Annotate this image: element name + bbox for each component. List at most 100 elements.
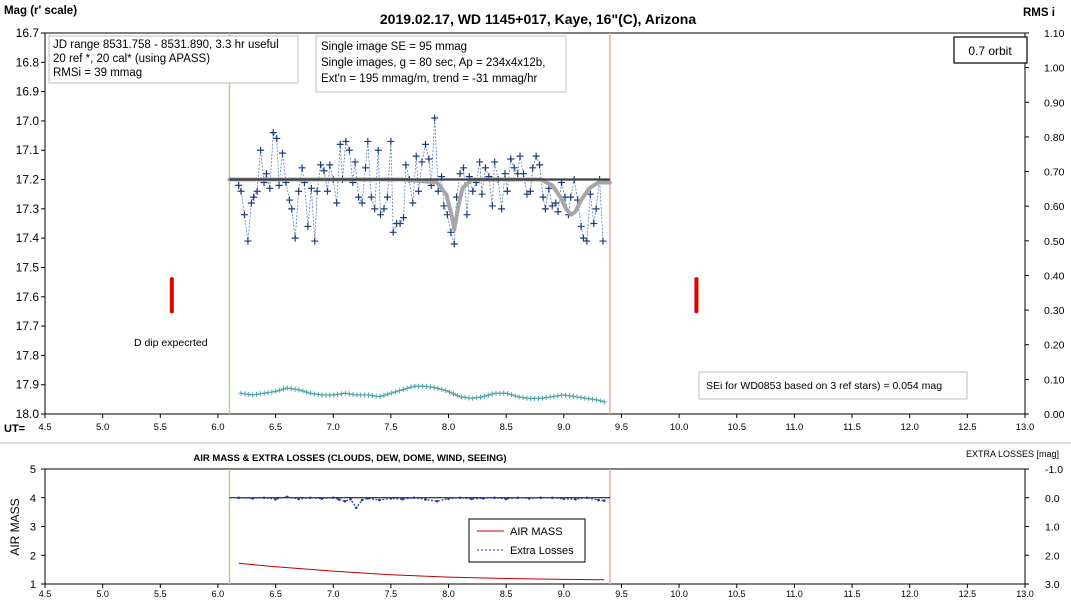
rms-point xyxy=(385,392,390,397)
extra-losses-point xyxy=(459,496,462,499)
extra-losses-point xyxy=(551,496,554,499)
data-point xyxy=(286,197,293,204)
x-tick-label: 10.5 xyxy=(728,589,746,599)
y2-tick-label: 0.70 xyxy=(1044,167,1065,179)
legend: AIR MASS Extra Losses xyxy=(469,519,585,562)
rms-point xyxy=(304,390,309,395)
extra-losses-point xyxy=(343,500,346,503)
data-point xyxy=(368,194,375,201)
x-tick-label: 8.0 xyxy=(442,422,455,433)
data-point xyxy=(299,164,306,171)
rms-point xyxy=(517,394,522,399)
data-point xyxy=(555,208,562,215)
rms-point xyxy=(555,393,560,398)
data-point xyxy=(380,205,387,212)
rms-point xyxy=(393,389,398,394)
y-tick-label: 17.9 xyxy=(16,378,40,392)
y2-tick-label: 2.0 xyxy=(1045,550,1060,562)
y2-axis-label: EXTRA LOSSES [mag] xyxy=(966,449,1059,459)
data-point xyxy=(304,223,311,230)
x-tick-label: 9.5 xyxy=(615,589,628,599)
rms-point xyxy=(262,391,267,396)
info-line: Single images, g = 80 sec, Ap = 234x4x12… xyxy=(321,57,545,69)
orbit-label: 0.7 orbit xyxy=(968,44,1012,58)
data-point xyxy=(371,205,378,212)
y-tick-label: 2 xyxy=(30,550,36,562)
rms-point xyxy=(474,395,479,400)
data-point xyxy=(384,194,391,201)
data-point xyxy=(529,164,536,171)
rms-point xyxy=(544,395,549,400)
data-point xyxy=(355,194,362,201)
extra-losses-point xyxy=(349,498,352,501)
x-tick-label: 7.0 xyxy=(327,589,340,599)
rms-point xyxy=(312,391,317,396)
data-point xyxy=(266,185,273,192)
data-point xyxy=(321,167,328,174)
airmass-line xyxy=(239,563,605,579)
rms-point xyxy=(439,387,444,392)
chart-title: 2019.02.17, WD 1145+017, Kaye, 16"(C), A… xyxy=(380,11,696,27)
airmass-chart: AIR MASS & EXTRA LOSSES (CLOUDS, DEW, DO… xyxy=(8,449,1063,599)
x-tick-label: 5.0 xyxy=(96,589,109,599)
y2-tick-label: 0.0 xyxy=(1045,493,1060,505)
extra-losses-point xyxy=(424,498,427,501)
extra-losses-point xyxy=(574,498,577,501)
rms-point xyxy=(378,394,383,399)
data-point xyxy=(359,199,366,206)
x-tick-label: 9.5 xyxy=(615,422,628,433)
x-tick-label: 11.0 xyxy=(786,589,803,599)
rms-point xyxy=(594,397,599,402)
x-tick-label: 6.5 xyxy=(269,422,282,433)
light-curve-chart: 2019.02.17, WD 1145+017, Kaye, 16"(C), A… xyxy=(4,5,1065,435)
extra-losses-point xyxy=(367,497,370,500)
x-tick-label: 11.5 xyxy=(844,589,861,599)
rms-point xyxy=(331,392,336,397)
x-tick-label: 12.0 xyxy=(900,422,919,433)
extra-losses-point xyxy=(505,498,508,501)
rms-point xyxy=(428,385,433,390)
y2-tick-label: 0.20 xyxy=(1044,340,1065,352)
rms-point xyxy=(347,391,352,396)
x-tick-label: 13.0 xyxy=(1016,589,1034,599)
y2-axis-label: RMS i xyxy=(1023,7,1055,19)
extra-losses-point xyxy=(413,496,416,499)
y-axis-label: AIR MASS xyxy=(8,498,22,555)
extra-losses-point xyxy=(237,496,240,499)
data-point xyxy=(457,170,464,177)
data-point xyxy=(431,114,438,121)
rms-point xyxy=(370,393,375,398)
data-point xyxy=(511,164,518,171)
rms-point xyxy=(366,393,371,398)
x-tick-label: 11.0 xyxy=(786,422,804,433)
rms-point xyxy=(575,394,580,399)
x-tick-label: 10.5 xyxy=(728,422,747,433)
y-axis-ticks: 16.716.816.917.017.117.217.317.417.517.6… xyxy=(16,26,45,421)
rms-point xyxy=(590,397,595,402)
extra-losses-point xyxy=(286,496,289,499)
x-tick-label: 7.5 xyxy=(384,422,397,433)
data-point xyxy=(241,211,248,218)
data-point xyxy=(533,153,540,160)
data-point xyxy=(520,170,527,177)
rms-point xyxy=(521,395,526,400)
y2-tick-label: 0.50 xyxy=(1044,236,1065,248)
data-point xyxy=(270,129,277,136)
x-tick-label: 9.0 xyxy=(558,589,571,599)
y-tick-label: 17.7 xyxy=(16,319,40,333)
legend-label-airmass: AIR MASS xyxy=(510,526,563,538)
extra-losses-point xyxy=(378,499,381,502)
rms-point xyxy=(250,392,255,397)
rms-point xyxy=(242,391,247,396)
x-tick-label: 5.5 xyxy=(154,422,167,433)
extra-losses-point xyxy=(597,499,600,502)
rms-point xyxy=(513,393,518,398)
extra-losses-point xyxy=(482,497,485,500)
data-point xyxy=(478,191,485,198)
y-tick-label: 3 xyxy=(30,522,36,534)
y-tick-label: 16.9 xyxy=(16,85,40,99)
data-point xyxy=(402,161,409,168)
data-point xyxy=(279,150,286,157)
rms-points xyxy=(239,384,607,405)
